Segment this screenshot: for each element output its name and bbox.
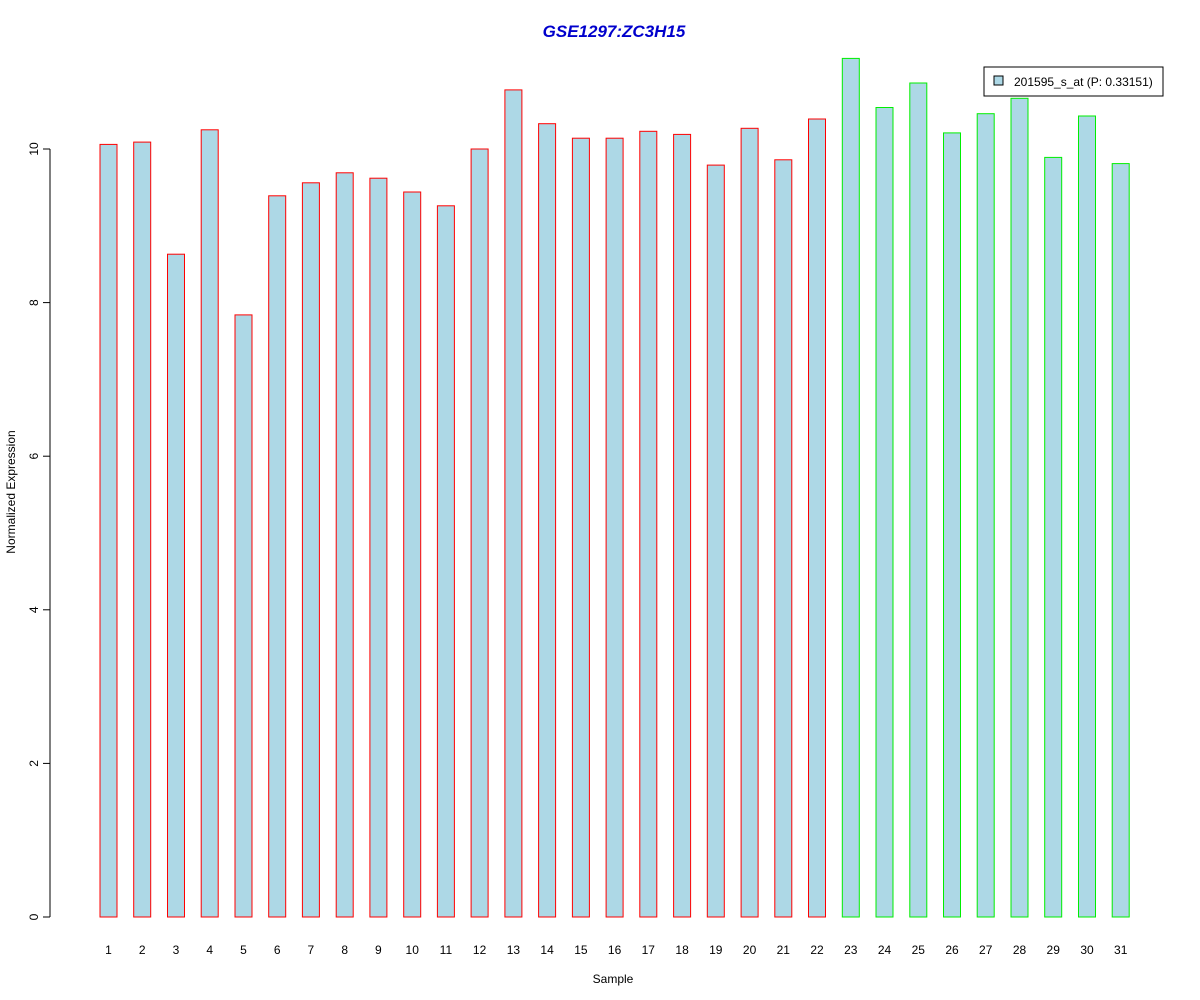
y-tick-label: 0 xyxy=(27,913,41,920)
bar-sample-20 xyxy=(740,127,759,918)
bar-sample-13 xyxy=(504,89,523,918)
x-tick-label: 26 xyxy=(945,943,959,957)
bar-sample-19 xyxy=(706,164,725,918)
legend: 201595_s_at (P: 0.33151) xyxy=(983,66,1164,97)
x-tick-label: 9 xyxy=(375,943,382,957)
bar-sample-6 xyxy=(268,195,287,918)
x-tick-label: 19 xyxy=(709,943,723,957)
x-tick-label: 1 xyxy=(105,943,112,957)
y-tick-label: 2 xyxy=(27,760,41,767)
x-tick-label: 17 xyxy=(642,943,656,957)
x-tick-label: 10 xyxy=(406,943,420,957)
x-tick-label: 29 xyxy=(1047,943,1061,957)
y-tick-label: 4 xyxy=(27,606,41,613)
bars-group xyxy=(99,57,1130,918)
x-tick-label: 12 xyxy=(473,943,487,957)
bar-sample-31 xyxy=(1111,163,1130,918)
x-tick-label: 18 xyxy=(675,943,689,957)
bar-sample-11 xyxy=(436,205,455,918)
bar-sample-17 xyxy=(639,130,658,918)
bar-sample-22 xyxy=(808,118,826,918)
bar-sample-8 xyxy=(335,172,354,918)
bar-sample-18 xyxy=(673,133,692,918)
x-tick-label: 13 xyxy=(507,943,521,957)
x-tick-label: 21 xyxy=(777,943,791,957)
legend-label: 201595_s_at (P: 0.33151) xyxy=(1014,75,1153,89)
bar-sample-23 xyxy=(841,57,860,918)
bar-sample-3 xyxy=(167,253,185,918)
bar-sample-21 xyxy=(774,159,793,918)
x-tick-label: 14 xyxy=(540,943,554,957)
legend-box xyxy=(983,66,1164,97)
x-tick-label: 3 xyxy=(173,943,180,957)
y-tick-label: 8 xyxy=(27,299,41,306)
bar-sample-25 xyxy=(909,82,928,918)
x-axis-label: Sample xyxy=(593,972,634,986)
x-tick-label: 22 xyxy=(810,943,824,957)
x-tick-labels: 1 2 3 4 5 6 7 8 9 10 11 12 13 14 15 16 17 18 19 20 21 22 23 24 2… xyxy=(105,943,1128,957)
x-tick-label: 5 xyxy=(240,943,247,957)
x-tick-label: 2 xyxy=(139,943,146,957)
x-tick-label: 30 xyxy=(1080,943,1094,957)
x-tick-label: 11 xyxy=(440,943,453,957)
bar-sample-16 xyxy=(605,137,624,918)
bar-sample-9 xyxy=(369,177,388,918)
bar-sample-2 xyxy=(133,141,152,918)
y-axis: 0 2 4 6 8 10 xyxy=(27,142,51,920)
y-tick-label: 6 xyxy=(27,453,41,460)
x-tick-label: 25 xyxy=(912,943,926,957)
x-tick-label: 6 xyxy=(274,943,281,957)
bar-sample-28 xyxy=(1010,97,1029,918)
bar-sample-7 xyxy=(301,182,320,918)
x-tick-label: 7 xyxy=(308,943,315,957)
x-tick-label: 31 xyxy=(1114,943,1128,957)
x-tick-label: 28 xyxy=(1013,943,1027,957)
x-tick-label: 16 xyxy=(608,943,622,957)
bar-sample-10 xyxy=(403,191,422,918)
y-axis-label: Normalized Expression xyxy=(4,430,18,553)
x-tick-label: 23 xyxy=(844,943,858,957)
x-tick-label: 24 xyxy=(878,943,892,957)
x-tick-label: 27 xyxy=(979,943,993,957)
legend-swatch xyxy=(993,75,1004,86)
bar-sample-29 xyxy=(1044,156,1063,918)
bar-sample-1 xyxy=(99,143,118,918)
x-tick-label: 8 xyxy=(341,943,348,957)
bar-sample-5 xyxy=(234,314,253,918)
bar-sample-24 xyxy=(875,107,894,918)
bar-sample-30 xyxy=(1078,115,1096,918)
bar-sample-27 xyxy=(976,113,995,918)
x-tick-label: 4 xyxy=(206,943,213,957)
bar-sample-14 xyxy=(538,123,557,918)
x-tick-label: 15 xyxy=(574,943,588,957)
y-tick-label: 10 xyxy=(27,142,41,156)
chart-title: GSE1297:ZC3H15 xyxy=(543,22,686,41)
bar-sample-12 xyxy=(470,148,489,918)
bar-sample-4 xyxy=(200,129,219,918)
x-tick-label: 20 xyxy=(743,943,757,957)
bar-sample-26 xyxy=(943,132,961,918)
bar-sample-15 xyxy=(571,137,590,918)
